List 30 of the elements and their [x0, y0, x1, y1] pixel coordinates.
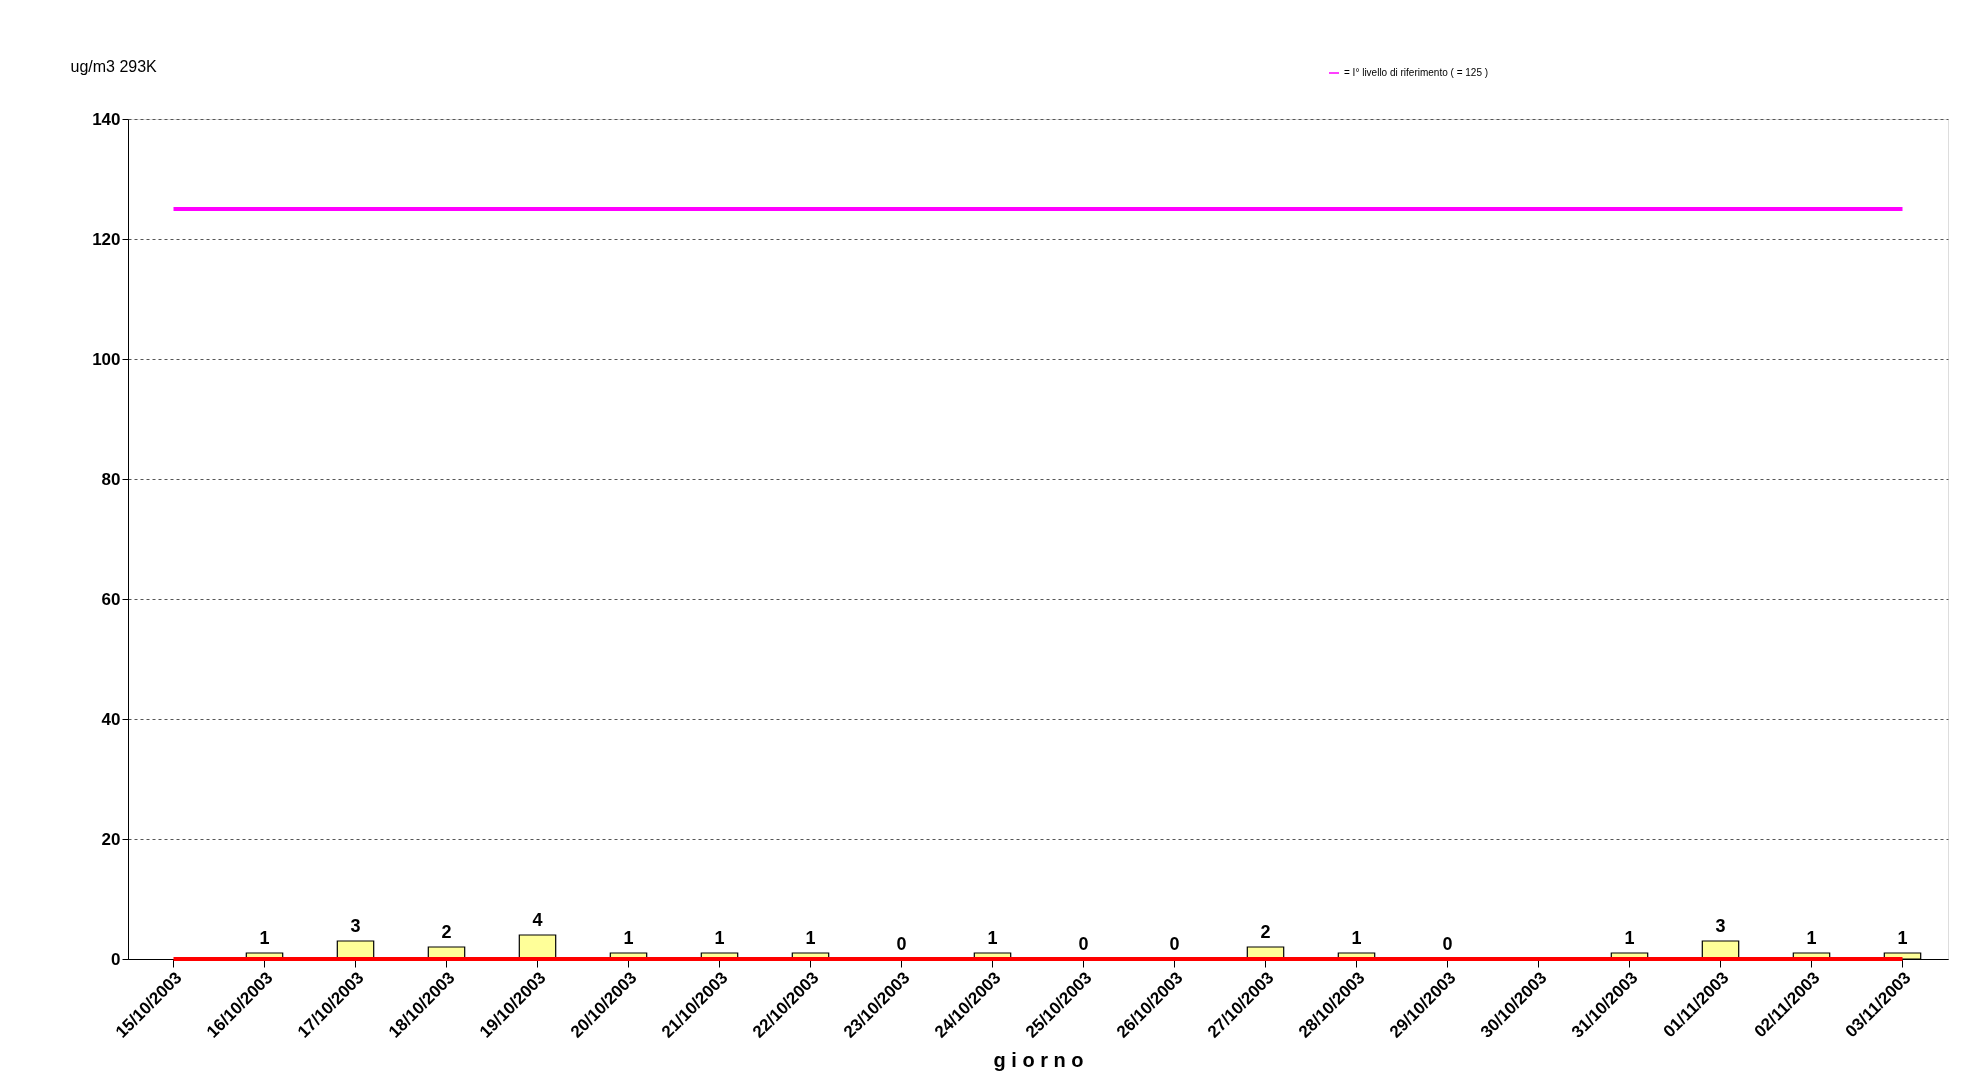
data-label: 3 [350, 916, 361, 936]
data-label: 1 [805, 928, 816, 948]
data-label: 3 [1715, 916, 1726, 936]
x-axis-title: g i o r n o [993, 1048, 1084, 1071]
data-label: 1 [1351, 928, 1362, 948]
y-tick-label: 140 [92, 109, 121, 129]
data-label: 1 [1897, 928, 1908, 948]
legend-label: = I° livello di riferimento ( = 125 ) [1344, 67, 1489, 78]
y-tick-label: 120 [92, 229, 121, 249]
y-tick-label: 20 [101, 829, 121, 849]
data-label: 1 [1806, 928, 1817, 948]
data-label: 4 [532, 910, 543, 930]
data-label: 0 [896, 934, 907, 954]
bar [518, 934, 557, 960]
y-tick-label: 60 [101, 589, 121, 609]
data-label: 1 [987, 928, 998, 948]
y-tick-label: 80 [101, 469, 121, 489]
y-axis-title: ug/m3 293K [70, 57, 158, 75]
data-label: 1 [623, 928, 634, 948]
data-label: 0 [1442, 934, 1453, 954]
data-label: 2 [1260, 922, 1271, 942]
data-label: 2 [441, 922, 452, 942]
data-label: 1 [1624, 928, 1635, 948]
y-tick-label: 40 [101, 709, 121, 729]
y-tick-label: 0 [111, 949, 121, 969]
y-tick-label: 100 [92, 349, 121, 369]
data-label: 1 [714, 928, 725, 948]
data-label: 0 [1078, 934, 1089, 954]
data-label: 0 [1169, 934, 1180, 954]
data-label: 1 [259, 928, 270, 948]
